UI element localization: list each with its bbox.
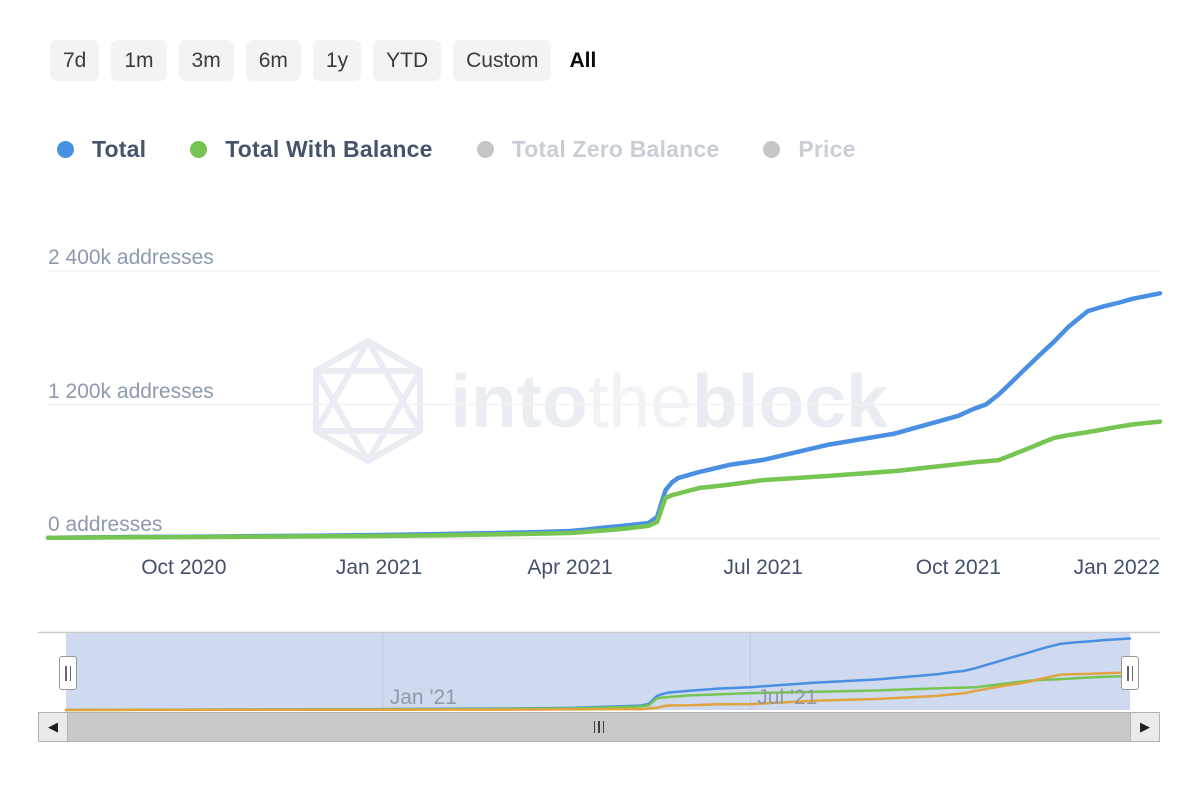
legend-label: Total: [92, 136, 147, 162]
with-balance-series-dot-icon: [190, 141, 208, 158]
legend-label: Total Zero Balance: [511, 136, 720, 162]
total-series-dot-icon: [57, 141, 74, 158]
y-axis-label-2400k: 2 400k addresses: [48, 246, 214, 269]
x-axis-label-oct-2021: Oct 2021: [915, 556, 1002, 579]
range-button-1m[interactable]: 1m: [111, 40, 167, 81]
navigator-left-handle[interactable]: [59, 656, 77, 690]
x-axis-label-apr-2021: Apr 2021: [527, 556, 613, 579]
right-arrow-icon: ▶: [1140, 719, 1150, 734]
scrollbar-left-button[interactable]: ◀: [38, 712, 68, 742]
range-button-custom[interactable]: Custom: [453, 40, 552, 81]
x-axis-label-jul-2021: Jul 2021: [723, 556, 803, 579]
legend: Total Total With Balance Total Zero Bala…: [57, 136, 856, 163]
navigator-label-jan-21: Jan '21: [389, 686, 457, 709]
range-button-6m[interactable]: 6m: [245, 40, 301, 81]
left-arrow-icon: ◀: [48, 719, 58, 734]
range-button-7d[interactable]: 7d: [50, 40, 100, 81]
legend-item-price[interactable]: Price: [763, 136, 855, 163]
range-selector: 7d 1m 3m 6m 1y YTD Custom All: [50, 40, 602, 81]
legend-item-total-with-balance[interactable]: Total With Balance: [190, 136, 432, 163]
navigator-label-jul-21: Jul '21: [757, 686, 818, 709]
scrollbar: ◀ ▶: [38, 712, 1160, 742]
main-chart-plot-area[interactable]: [48, 255, 1160, 540]
navigator-selected-mask: [66, 633, 1130, 710]
range-button-1y[interactable]: 1y: [312, 40, 362, 81]
legend-item-total[interactable]: Total: [57, 136, 146, 163]
scrollbar-right-button[interactable]: ▶: [1130, 712, 1160, 742]
range-button-3m[interactable]: 3m: [178, 40, 234, 81]
zero-balance-series-dot-icon: [476, 141, 494, 158]
scrollbar-thumb[interactable]: [68, 712, 1130, 742]
x-axis-label-oct-2020: Oct 2020: [141, 556, 227, 579]
x-axis-label-jan-2022: Jan 2022: [1073, 556, 1160, 579]
range-button-ytd[interactable]: YTD: [373, 40, 442, 81]
range-button-all[interactable]: All: [563, 40, 602, 81]
price-series-dot-icon: [763, 141, 781, 158]
legend-label: Price: [798, 136, 856, 162]
x-axis-label-jan-2021: Jan 2021: [335, 556, 423, 579]
navigator-right-handle[interactable]: [1121, 656, 1139, 690]
legend-item-total-zero-balance[interactable]: Total Zero Balance: [476, 136, 720, 163]
legend-label: Total With Balance: [225, 136, 433, 162]
scrollbar-grip-icon: [593, 721, 605, 733]
